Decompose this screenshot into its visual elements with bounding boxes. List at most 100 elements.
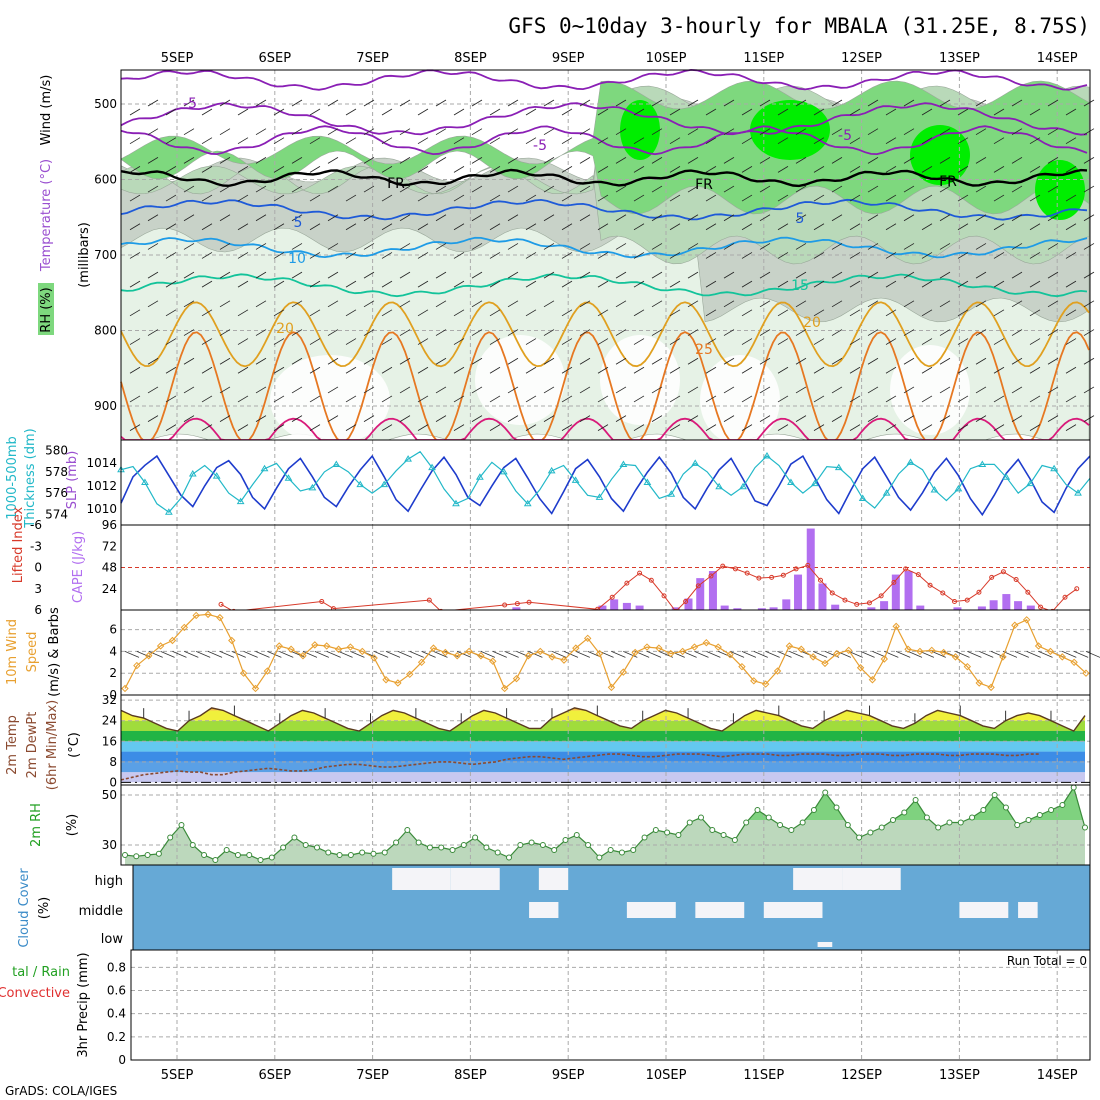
wind-tick-label: 0	[109, 688, 117, 702]
wind-barb	[669, 137, 681, 145]
wind-barb	[849, 309, 861, 317]
wind-barb	[597, 166, 609, 173]
wind-barb	[453, 137, 465, 145]
wind-barb	[633, 280, 645, 288]
wind-barb	[741, 309, 753, 317]
wind-barb	[255, 415, 267, 422]
rh-marker	[765, 814, 772, 821]
rh-marker	[336, 852, 343, 858]
wind-barb	[417, 252, 429, 259]
wind-barb	[309, 280, 321, 288]
wind-speed-marker	[1082, 669, 1090, 677]
wind-barb	[907, 651, 923, 658]
wind-barb	[327, 386, 339, 394]
lifted-index-marker	[1074, 586, 1080, 592]
wind-barb	[255, 271, 267, 279]
lifted-index-marker	[708, 573, 714, 579]
wind-barb	[201, 252, 213, 259]
wind-speed-marker	[726, 650, 734, 659]
wind-barb	[255, 386, 267, 394]
wind-barb	[741, 108, 753, 116]
rh-marker	[393, 839, 400, 846]
wind-speed-marker	[785, 642, 794, 650]
wind-barb	[273, 108, 285, 116]
wind-barb	[561, 166, 573, 173]
wind-barb	[129, 424, 141, 431]
wind-barb	[1083, 357, 1095, 365]
wind-barb	[651, 157, 663, 164]
rh-marker	[709, 827, 716, 833]
rh-marker	[506, 854, 512, 861]
wind-barb	[885, 137, 897, 145]
wind-barb	[741, 338, 753, 345]
wind-barb	[687, 99, 699, 107]
rh-marker	[969, 814, 976, 821]
wind-barb	[777, 395, 789, 403]
wind-barb	[860, 651, 875, 658]
cape-bar	[1026, 605, 1035, 610]
wind-barb	[1083, 128, 1095, 136]
wind-barb	[957, 137, 969, 145]
rh-marker	[641, 834, 648, 841]
wind-barb	[723, 214, 735, 222]
wind-barb	[705, 137, 717, 145]
thickness-marker	[834, 463, 843, 471]
wind-barb	[903, 329, 915, 336]
wind-axis-label: 10m Wind	[5, 619, 20, 685]
wind-barb	[381, 338, 393, 345]
wind-barb	[1029, 280, 1041, 288]
li-tick-label: 6	[34, 603, 42, 617]
rh-marker	[1082, 824, 1088, 831]
wind-barb	[129, 223, 141, 231]
wind-barb	[993, 223, 1005, 231]
wind-barb	[1011, 243, 1023, 250]
thickness-marker	[523, 499, 532, 507]
wind-barb	[706, 651, 721, 658]
wind-barb	[183, 357, 195, 365]
wind-barb	[237, 223, 249, 231]
wind-speed-marker	[690, 643, 699, 651]
wind-barb	[705, 166, 717, 173]
slp-thickness-panel: 580 578 576 574 1014 1012 1010 1000-500mb Thickn…	[5, 428, 1091, 529]
wind-speed-marker	[821, 659, 829, 668]
lifted-index-marker	[1013, 577, 1019, 583]
cape-bar	[610, 599, 619, 610]
wind-barb	[399, 214, 411, 222]
wind-barb	[201, 309, 213, 317]
wind-speed-marker	[239, 669, 248, 677]
wind-barb	[147, 329, 159, 336]
thickness-unit-label: Thickness (dm)	[23, 428, 38, 528]
wind-speed-marker	[975, 679, 983, 687]
wind-barb	[417, 395, 429, 403]
wind-barb	[453, 338, 465, 345]
wind-barb	[219, 128, 231, 136]
wind-barb	[777, 223, 789, 231]
wind-barb	[435, 157, 447, 164]
wind-barb	[903, 271, 915, 279]
wind-speed-marker	[382, 676, 390, 684]
wind-barb	[831, 357, 843, 365]
wind-barb	[687, 300, 699, 308]
wind-barb	[718, 651, 733, 658]
wind-barb	[345, 395, 357, 403]
wind-barb	[219, 300, 231, 308]
wind-barb	[273, 424, 285, 431]
thickness-marker	[164, 508, 173, 515]
cape-bar	[733, 608, 742, 610]
rh-marker	[923, 814, 930, 821]
rh-marker	[585, 842, 592, 848]
wind-barb	[129, 338, 141, 345]
wind-barb	[507, 128, 519, 136]
lifted-index-marker	[818, 577, 824, 583]
rh-marker	[720, 832, 727, 838]
wind-barb	[543, 415, 555, 422]
wind-barb	[615, 128, 627, 136]
rh-marker	[223, 847, 230, 853]
wind-barb	[219, 157, 231, 164]
cloud-high-block	[538, 868, 569, 890]
wind-barb	[777, 108, 789, 116]
bottom-date-label: 8SEP	[454, 1068, 487, 1083]
wind-speed-marker	[773, 667, 782, 675]
li-tick-label: -6	[30, 518, 42, 532]
thickness-tick-label: 576	[45, 486, 68, 500]
